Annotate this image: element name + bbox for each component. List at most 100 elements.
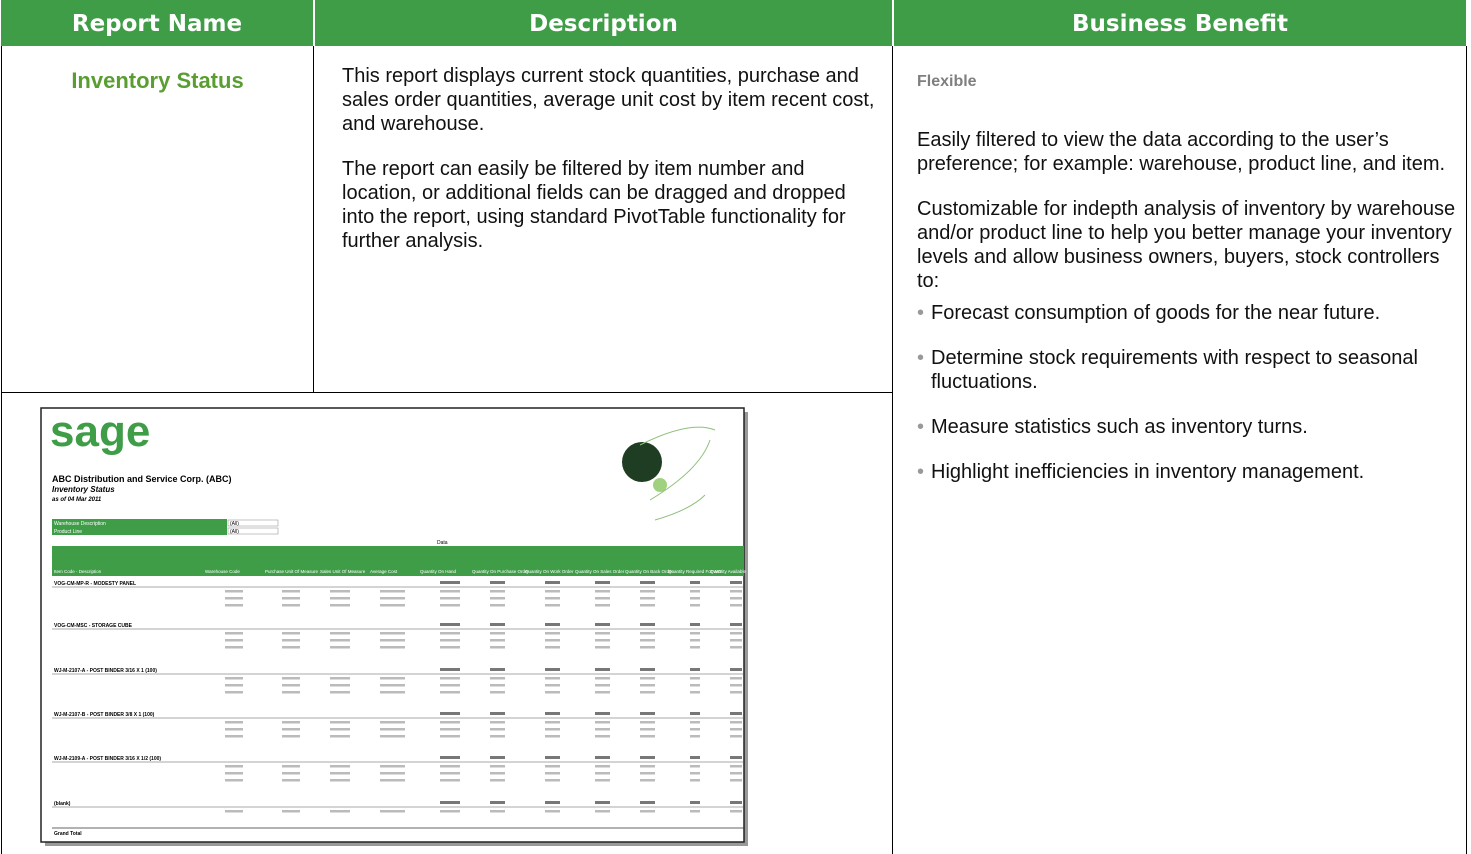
cell-text: [282, 632, 300, 635]
description: This report displays current stock quant…: [342, 64, 877, 274]
cell-text: [490, 597, 505, 600]
cell-text: [690, 772, 700, 775]
cell-text: [440, 712, 460, 715]
filter-box: [227, 527, 279, 535]
group-label: (blank): [54, 801, 71, 807]
cell-text: [282, 765, 300, 768]
cell-text: [595, 721, 610, 724]
cell-text: [440, 623, 460, 626]
cell-text: [282, 597, 300, 600]
cell-text: [595, 779, 610, 782]
logo: sage: [50, 407, 150, 456]
cell-text: [330, 721, 350, 724]
cell-text: [595, 765, 610, 768]
decor: [622, 426, 716, 521]
benefit: Flexible Easily filtered to view the dat…: [917, 70, 1462, 505]
paragraph: The report can easily be filtered by ite…: [342, 158, 846, 252]
cell-text: [640, 581, 655, 584]
cell-text: [282, 639, 300, 642]
cell-text: [490, 721, 505, 724]
cell-text: [640, 632, 655, 635]
cell-text: [440, 810, 460, 813]
column-header: Business Benefit: [894, 0, 1466, 46]
table-header: [52, 546, 744, 576]
cell-text: [225, 772, 243, 775]
cell-text: [545, 590, 560, 593]
cell-text: [380, 597, 405, 600]
cell-text: [730, 581, 742, 584]
column-label: Average Cost: [370, 569, 398, 574]
cell-text: [225, 632, 243, 635]
benefit-heading: Flexible: [917, 73, 977, 90]
cell-text: [282, 810, 300, 813]
cell-text: [440, 604, 460, 607]
cell-text: [690, 604, 700, 607]
cell-text: [545, 581, 560, 584]
cell-text: [595, 581, 610, 584]
cell-text: [490, 581, 505, 584]
cell-text: [330, 677, 350, 680]
cell-text: [690, 684, 700, 687]
grand-total: Grand Total: [54, 831, 82, 837]
filter-value: (All): [230, 521, 239, 527]
cell-text: [225, 735, 243, 738]
column-label: Warehouse Code: [205, 569, 240, 574]
cell-text: [380, 765, 405, 768]
cell-text: [490, 632, 505, 635]
group-label: WJ-M-2107-A - POST BINDER 3/16 X 1 (100): [54, 668, 157, 674]
cell-text: [440, 677, 460, 680]
cell-text: [690, 597, 700, 600]
cell-text: [490, 691, 505, 694]
cell-text: [490, 756, 505, 759]
cell-text: [490, 677, 505, 680]
cell-text: [640, 604, 655, 607]
cell-text: [330, 639, 350, 642]
cell-text: [690, 632, 700, 635]
column-label: Quantity On Sales Order: [575, 569, 625, 574]
cell-text: [282, 772, 300, 775]
bullet: Determine stock requirements with respec…: [917, 346, 1462, 394]
cell-text: [640, 639, 655, 642]
cell-text: [225, 597, 243, 600]
cell-text: [640, 765, 655, 768]
filter-value: (All): [230, 529, 239, 535]
cell-text: [640, 597, 655, 600]
cell-text: [282, 646, 300, 649]
column-header: Description: [315, 0, 892, 46]
cell-text: [330, 772, 350, 775]
cell-text: [380, 684, 405, 687]
border: [313, 46, 314, 392]
cell-text: [380, 779, 405, 782]
cell-text: [490, 772, 505, 775]
cell-text: [730, 801, 742, 804]
cell-text: [545, 756, 560, 759]
cell-text: [330, 691, 350, 694]
cell-text: [380, 721, 405, 724]
cell-text: [440, 765, 460, 768]
cell-text: [730, 646, 742, 649]
column-label: Quantity On Hand: [420, 569, 457, 574]
cell-text: [730, 691, 742, 694]
cell-text: [490, 639, 505, 642]
cell-text: [225, 639, 243, 642]
cell-text: [282, 684, 300, 687]
filter-label: Product Line: [54, 529, 82, 535]
cell-text: [225, 728, 243, 731]
cell-text: [282, 735, 300, 738]
cell-text: [225, 765, 243, 768]
cell-text: [595, 646, 610, 649]
cell-text: [640, 712, 655, 715]
paragraph: Easily filtered to view the data accordi…: [917, 129, 1446, 175]
cell-text: [440, 590, 460, 593]
cell-text: [640, 779, 655, 782]
cell-text: [490, 712, 505, 715]
cell-text: [640, 801, 655, 804]
column-label: Quantity On Work Order: [525, 569, 574, 574]
cell-text: [440, 632, 460, 635]
cell-text: [225, 646, 243, 649]
group-label: VOG-CM-MP-R - MODESTY PANEL: [54, 581, 136, 587]
cell-text: [690, 728, 700, 731]
cell-text: [490, 765, 505, 768]
cell-text: [640, 728, 655, 731]
filter-bar: [52, 527, 227, 535]
